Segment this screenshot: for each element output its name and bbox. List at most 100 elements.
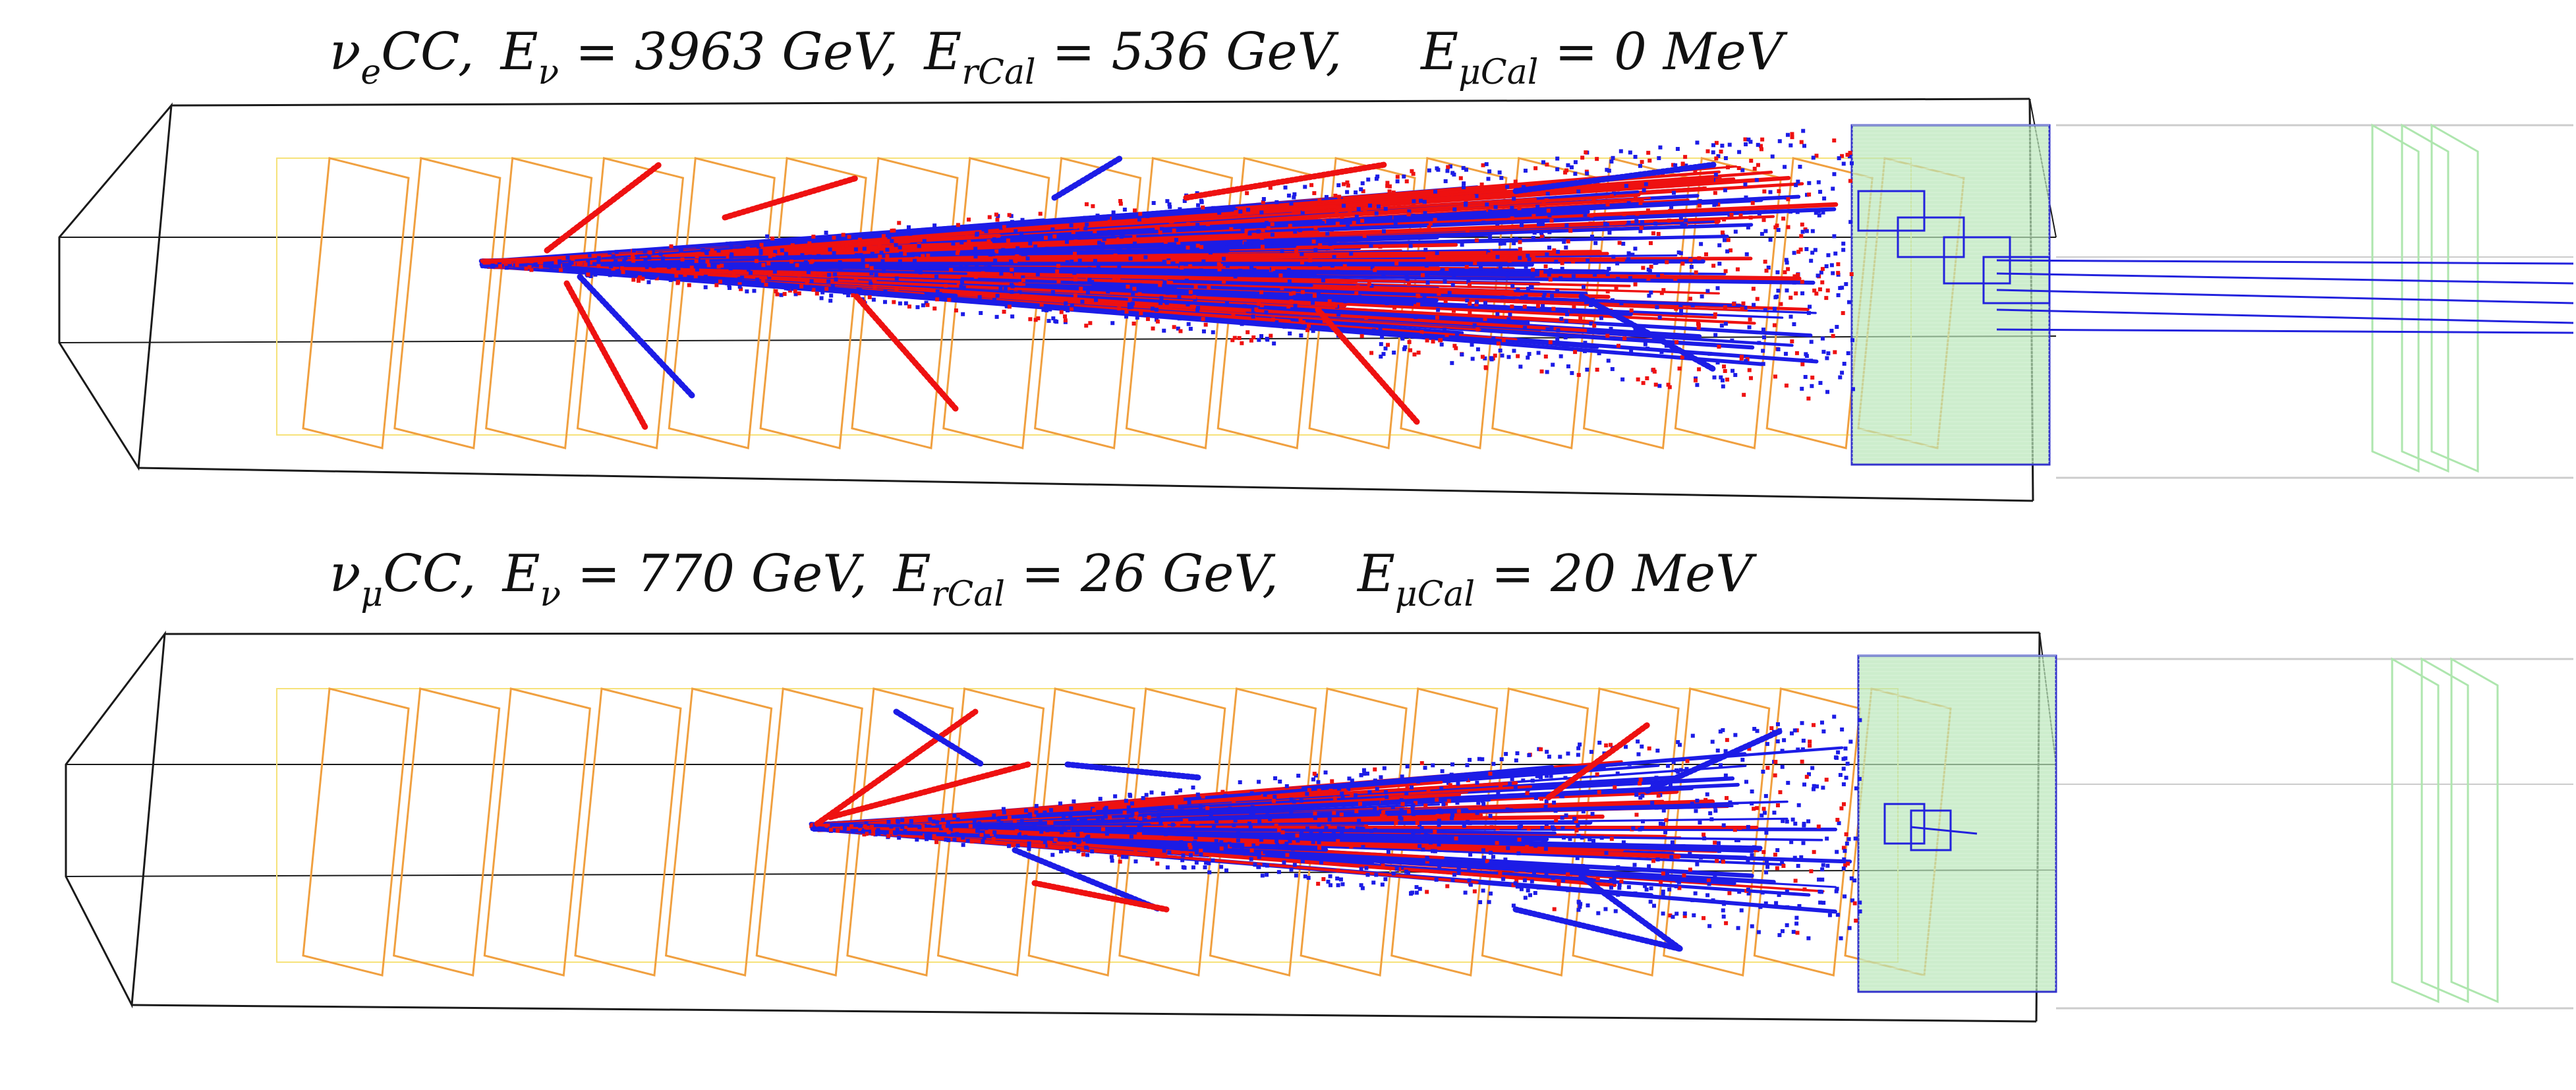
blue-hit [1801, 358, 1806, 362]
blue-hit [1780, 764, 1785, 769]
blue-hit [1718, 730, 1723, 734]
blue-hit [1437, 818, 1441, 823]
red-hit [1656, 793, 1661, 798]
blue-hit [1843, 849, 1847, 853]
blue-hit [952, 838, 957, 842]
red-hit [1682, 914, 1687, 919]
blue-hit [1372, 328, 1377, 333]
blue-hit [1164, 301, 1169, 305]
blue-hit [1645, 873, 1649, 878]
blue-hit [1238, 268, 1242, 273]
blue-hit [1375, 786, 1379, 791]
blue-hit [1816, 180, 1821, 185]
red-hit [1158, 283, 1162, 287]
blue-hit [1640, 744, 1644, 749]
red-hit [1088, 321, 1093, 326]
blue-hit [1736, 926, 1740, 931]
blue-hit [1821, 729, 1826, 733]
red-hit [1352, 221, 1356, 225]
red-hit [1729, 212, 1734, 217]
blue-hit [1359, 187, 1363, 192]
red-hit [1725, 795, 1729, 800]
red-hit [1175, 259, 1180, 264]
red-hit [1531, 214, 1536, 218]
red-hit [1155, 851, 1160, 855]
blue-hit [1336, 270, 1340, 274]
red-hit [1759, 144, 1763, 148]
blue-hit [1638, 827, 1642, 832]
blue-hit [1371, 880, 1376, 885]
blue-hit [1298, 228, 1302, 233]
blue-hit [1544, 822, 1549, 826]
red-hit [1277, 828, 1282, 832]
red-hit [1124, 309, 1129, 314]
red-hit [1617, 343, 1621, 348]
blue-hit [1772, 811, 1777, 815]
red-hit [1548, 277, 1553, 282]
red-hit [1339, 812, 1344, 817]
red-hit [1646, 276, 1651, 281]
blue-hit [596, 267, 600, 272]
blue-hit [1757, 341, 1761, 345]
blue-hit [1265, 873, 1269, 877]
blue-hit [1773, 306, 1777, 311]
red-hit [1112, 277, 1116, 281]
red-hit [1513, 179, 1518, 184]
blue-hit [1425, 855, 1429, 860]
blue-hit [915, 305, 920, 310]
blue-hit [1340, 837, 1345, 842]
red-hit [807, 241, 812, 246]
red-hit [1750, 201, 1755, 206]
blue-hit [1539, 231, 1544, 235]
red-hit [1254, 307, 1259, 312]
blue-hit [1240, 227, 1245, 231]
blue-hit [1571, 888, 1576, 892]
track-segment-box [1910, 809, 1952, 851]
blue-hit [1519, 887, 1524, 892]
red-hit [1649, 264, 1653, 269]
blue-hit [1813, 248, 1818, 252]
blue-hit [1506, 846, 1510, 850]
blue-hit [1786, 780, 1790, 785]
red-hit [764, 282, 768, 287]
red-hit [1394, 820, 1398, 825]
red-hit [576, 262, 581, 266]
red-hit [1799, 234, 1804, 239]
blue-hit [1495, 221, 1500, 226]
blue-hit [1566, 888, 1570, 892]
blue-hit [1327, 817, 1332, 822]
blue-hit [1523, 326, 1528, 330]
blue-hit [913, 258, 917, 263]
blue-hit [1844, 282, 1848, 287]
red-hit [1410, 169, 1414, 173]
red-hit [1172, 325, 1176, 330]
red-hit [1445, 333, 1449, 337]
blue-hit [961, 836, 965, 840]
blue-hit [1278, 844, 1283, 848]
blue-hit [1250, 294, 1255, 299]
tungsten-plate [1118, 687, 1226, 977]
red-hit [1786, 225, 1790, 229]
blue-hit [1027, 814, 1032, 818]
blue-hit [1607, 169, 1611, 173]
blue-hit [944, 838, 948, 842]
blue-hit [1450, 360, 1454, 365]
blue-hit [1425, 280, 1430, 285]
blue-hit [940, 262, 945, 267]
red-hit [885, 254, 890, 258]
blue-hit [931, 819, 936, 824]
blue-hit [1597, 740, 1602, 745]
blue-hit [1054, 320, 1059, 324]
blue-hit [1764, 830, 1769, 835]
red-hit [846, 826, 851, 831]
red-hit [774, 289, 778, 293]
blue-hit [921, 303, 925, 308]
blue-hit [1400, 774, 1404, 779]
red-hit [1843, 863, 1847, 868]
red-hit [1336, 868, 1340, 873]
blue-hit [1808, 359, 1813, 363]
blue-hit [1695, 140, 1700, 145]
blue-hit [1576, 746, 1581, 751]
red-hit [726, 254, 730, 259]
blue-hit [490, 264, 495, 269]
